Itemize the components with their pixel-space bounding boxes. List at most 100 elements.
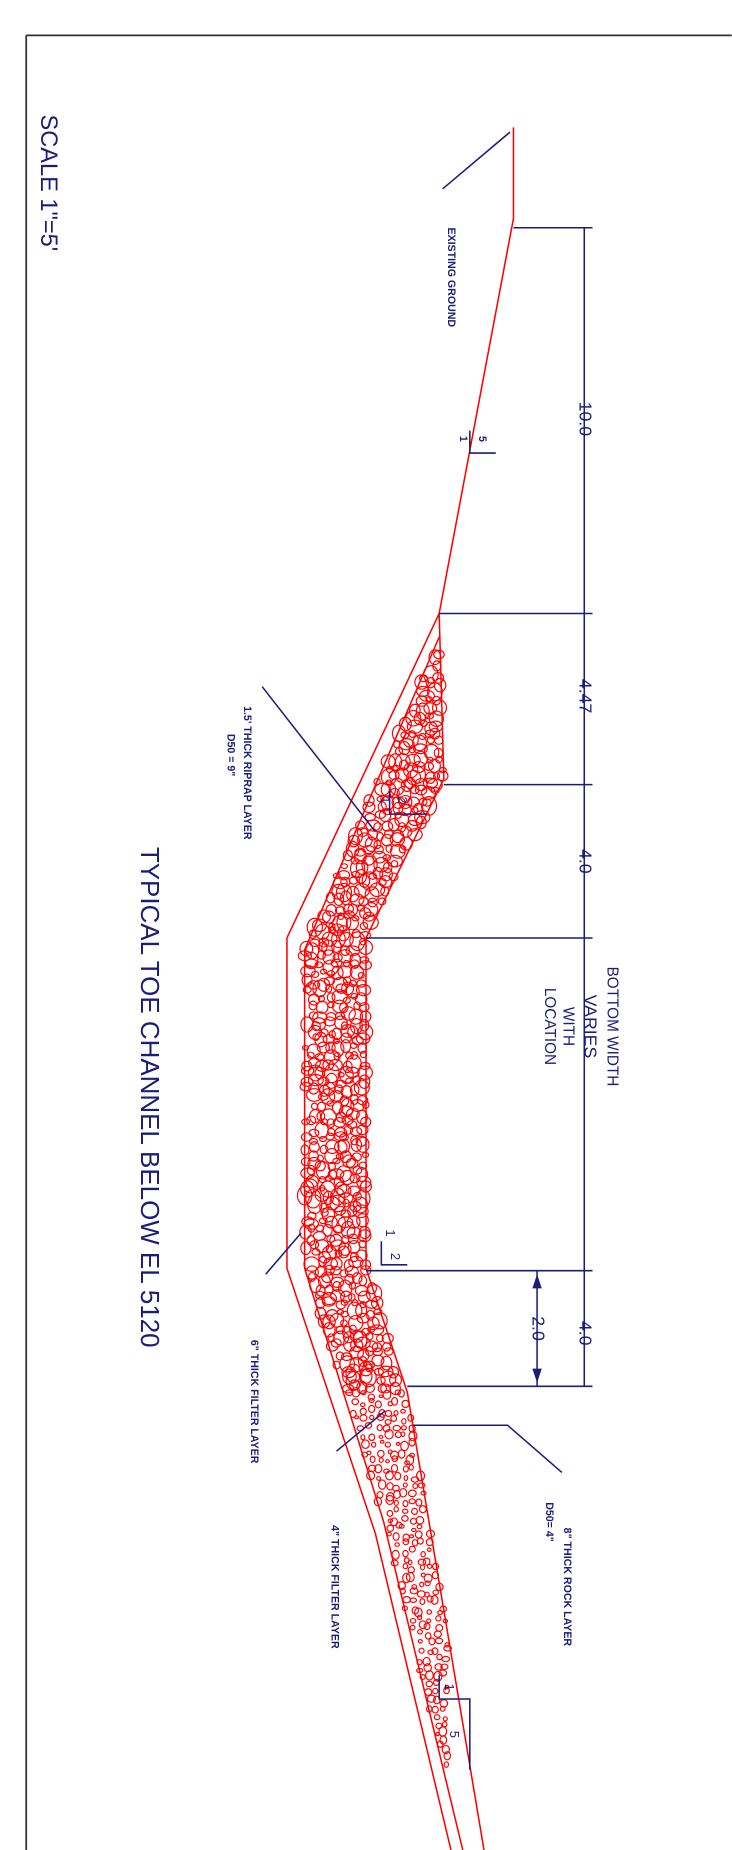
rock (422, 1656, 431, 1667)
rock (307, 1271, 317, 1283)
rock (348, 1379, 361, 1391)
rock (344, 1265, 359, 1278)
slope-rise: 5 (476, 436, 488, 442)
rock (405, 709, 422, 727)
rock (317, 995, 325, 1003)
rock (340, 1319, 348, 1327)
rock (420, 1551, 426, 1558)
rock (379, 1439, 385, 1444)
scale: SCALE 1"=5' (36, 115, 62, 252)
rock (387, 1365, 400, 1379)
rock (325, 1139, 340, 1155)
rock (385, 844, 393, 853)
rock (385, 1459, 390, 1464)
rock (377, 1449, 385, 1458)
leader (261, 686, 377, 833)
rock (321, 939, 335, 956)
rock (340, 1024, 356, 1038)
rock (346, 1226, 362, 1240)
rock (356, 1124, 369, 1136)
rock (394, 753, 411, 771)
rock (348, 1008, 364, 1025)
rock (369, 1414, 375, 1421)
rock (422, 777, 439, 789)
rock (299, 1081, 312, 1092)
rock (413, 743, 428, 755)
rock (413, 711, 427, 726)
riprap-label: 1.5' THICK RIPRAP LAYER (241, 706, 253, 840)
bottom-width-label: VARIES (580, 995, 600, 1059)
rock (409, 766, 427, 784)
rock (335, 882, 353, 903)
rock (339, 1002, 349, 1014)
rock (353, 1415, 360, 1420)
leader (413, 1424, 563, 1474)
rock (369, 882, 386, 898)
rock (380, 1370, 397, 1387)
rock (426, 1547, 432, 1552)
rock (325, 1041, 336, 1054)
rock (438, 1726, 448, 1737)
rock (326, 1234, 336, 1243)
rock (391, 796, 406, 809)
rock (361, 1439, 370, 1450)
rock (341, 1115, 354, 1126)
rock (443, 1761, 450, 1768)
rock (306, 917, 323, 937)
slope-marker (380, 1241, 408, 1266)
rock (378, 1434, 384, 1439)
rock (336, 1183, 352, 1198)
rock (318, 1217, 328, 1225)
rock (401, 1508, 409, 1514)
dimension-label: 2.0 (528, 1316, 548, 1341)
rock (300, 1076, 314, 1087)
rock (432, 1589, 439, 1596)
rock (391, 1397, 399, 1406)
rock (352, 1196, 369, 1214)
rock (411, 1507, 419, 1516)
rock (301, 973, 313, 987)
rock (424, 1632, 432, 1640)
rock (398, 803, 412, 817)
rock (332, 1037, 340, 1045)
rock (430, 786, 440, 794)
rock (407, 828, 423, 842)
slope-run: 1 (383, 1229, 398, 1236)
rock (344, 1066, 360, 1079)
rock (360, 1390, 367, 1396)
rock (409, 1618, 417, 1624)
rock (342, 959, 351, 968)
rock (385, 1494, 395, 1506)
arrow (532, 1368, 542, 1383)
rock (322, 949, 336, 965)
leader (336, 1410, 386, 1452)
rock (337, 1279, 353, 1297)
rock (307, 1223, 316, 1233)
rock (350, 1098, 365, 1113)
rock (300, 1157, 311, 1167)
rock (300, 1241, 312, 1256)
rock (377, 801, 387, 813)
rock (394, 1542, 400, 1547)
rock (427, 1649, 434, 1656)
rock (340, 1299, 349, 1306)
rock (330, 958, 343, 968)
channel-surface (365, 613, 485, 1850)
rock (369, 1455, 376, 1464)
rock (416, 1614, 423, 1621)
rock (364, 836, 378, 853)
rock (357, 972, 365, 979)
rock (369, 1324, 385, 1336)
rock (407, 1489, 417, 1498)
rock (312, 1231, 327, 1242)
rock (348, 1281, 357, 1290)
rock (431, 1705, 439, 1714)
rock (360, 1367, 377, 1388)
rock (337, 1138, 351, 1154)
rock (323, 1016, 336, 1027)
rock (349, 893, 365, 906)
rock (345, 916, 359, 931)
rock (307, 1211, 317, 1221)
rock (340, 1032, 352, 1044)
